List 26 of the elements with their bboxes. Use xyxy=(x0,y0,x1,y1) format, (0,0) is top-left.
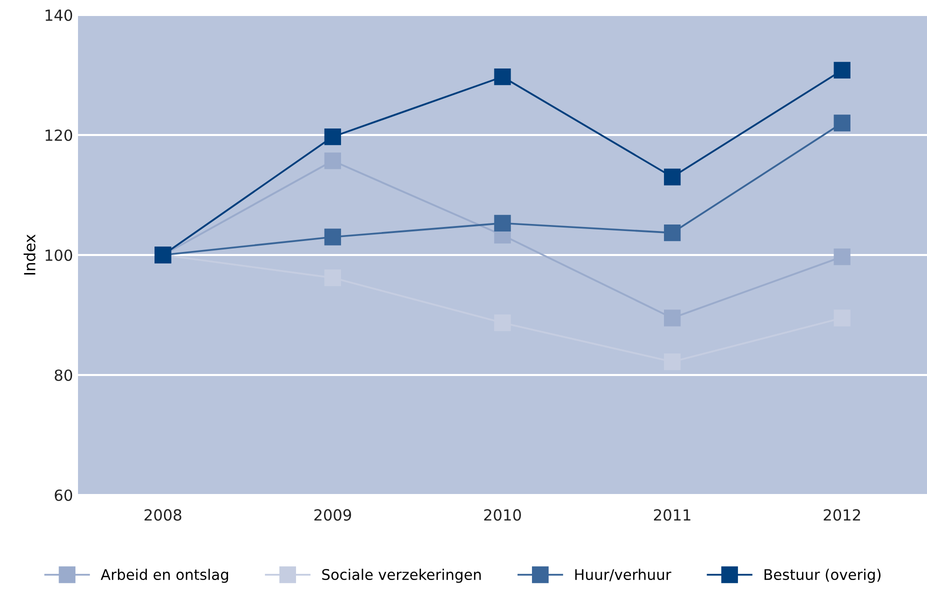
point xyxy=(664,168,681,186)
point xyxy=(664,224,681,242)
point xyxy=(494,214,511,232)
y-tick-label: 140 xyxy=(46,9,72,22)
point xyxy=(834,248,850,266)
point xyxy=(664,310,681,326)
point xyxy=(834,62,850,79)
y-axis-title: Index xyxy=(24,234,36,275)
y-tick-label: 60 xyxy=(54,489,72,502)
legend-label: Bestuur (overig) xyxy=(764,568,881,583)
x-tick-label: 2010 xyxy=(484,509,521,521)
y-tick-label: 80 xyxy=(54,369,72,382)
x-tick-label: 2009 xyxy=(314,509,352,521)
point xyxy=(324,128,342,146)
legend-label: Arbeid en ontslag xyxy=(100,568,228,583)
x-tick-label: 2011 xyxy=(654,509,690,521)
legend-label: Huur/verhuur xyxy=(575,568,672,582)
x-tick-label: 2012 xyxy=(824,509,860,521)
y-tick-label: 100 xyxy=(46,249,72,262)
legend-label: Sociale verzekeringen xyxy=(322,568,481,583)
x-tick-label: 2008 xyxy=(144,509,182,521)
point xyxy=(834,114,850,132)
y-tick-label: 120 xyxy=(46,129,72,142)
point xyxy=(324,152,342,170)
point xyxy=(324,228,342,246)
point xyxy=(494,68,511,86)
